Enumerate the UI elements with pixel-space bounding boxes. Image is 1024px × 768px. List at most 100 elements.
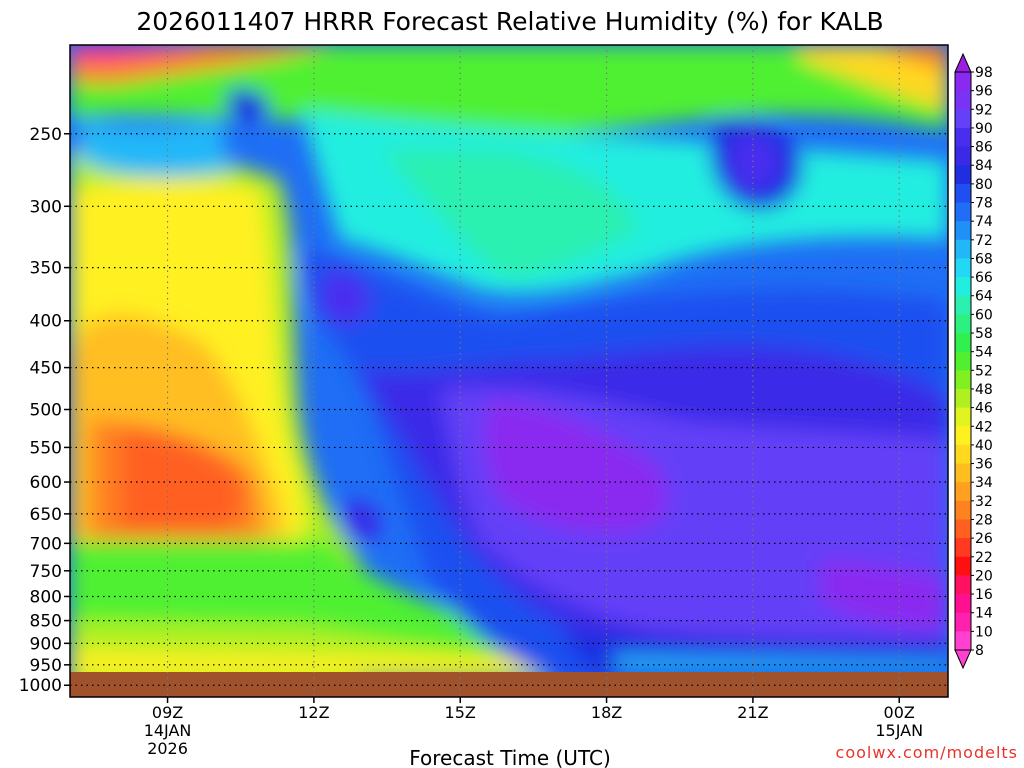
y-tick-label: 800 — [30, 587, 62, 607]
y-tick-label: 500 — [30, 401, 62, 421]
x-tick-label: 09Z — [152, 703, 183, 722]
colorbar-swatch — [955, 594, 971, 614]
colorbar-label: 10 — [975, 624, 993, 640]
colorbar-swatch — [955, 426, 971, 446]
colorbar-label: 48 — [975, 382, 993, 398]
colorbar-label: 84 — [975, 158, 993, 174]
colorbar-label: 20 — [975, 568, 993, 584]
y-tick-label: 550 — [30, 438, 62, 458]
colorbar-label: 22 — [975, 550, 993, 566]
y-tick-label: 300 — [30, 197, 62, 217]
x-tick-label: 15Z — [445, 703, 476, 722]
colorbar-label: 52 — [975, 363, 993, 379]
colorbar-top-arrow — [954, 52, 972, 73]
x-axis-label: Forecast Time (UTC) — [409, 746, 611, 768]
colorbar-swatch — [955, 631, 971, 651]
colorbar-swatch — [955, 258, 971, 278]
colorbar-swatch — [955, 575, 971, 595]
x-tick-year: 2026 — [147, 739, 188, 758]
colorbar-swatch — [955, 482, 971, 502]
y-tick-label: 600 — [30, 473, 62, 493]
y-tick-label: 1000 — [19, 676, 62, 696]
colorbar-label: 40 — [975, 438, 993, 454]
colorbar-label: 96 — [975, 84, 993, 100]
colorbar-swatch — [955, 277, 971, 297]
colorbar-swatch — [955, 463, 971, 483]
colorbar-label: 68 — [975, 251, 993, 267]
colorbar-label: 64 — [975, 289, 993, 305]
y-tick-label: 650 — [30, 505, 62, 525]
colorbar-label: 80 — [975, 177, 993, 193]
colorbar: 98 96 92 90 86 84 80 78 74 72 68 66 64 60 58 54 52 48 46 42… — [954, 52, 993, 670]
x-tick-label: 21Z — [737, 703, 768, 722]
plot-frame — [69, 44, 949, 698]
y-axis: 2503003504004505005506006507007508008509… — [19, 125, 70, 696]
watermark: coolwx.com/modelts — [836, 743, 1018, 762]
colorbar-label: 66 — [975, 270, 993, 286]
colorbar-swatch — [955, 612, 971, 632]
colorbar-swatch — [955, 314, 971, 334]
colorbar-swatch — [955, 202, 971, 222]
colorbar-swatch — [955, 165, 971, 185]
y-tick-label: 400 — [30, 312, 62, 332]
colorbar-label: 58 — [975, 326, 993, 342]
y-tick-label: 250 — [30, 125, 62, 145]
y-tick-label: 750 — [30, 562, 62, 582]
colorbar-swatch — [955, 538, 971, 558]
colorbar-label: 78 — [975, 196, 993, 212]
colorbar-label: 54 — [975, 345, 993, 361]
colorbar-label: 36 — [975, 457, 993, 473]
colorbar-swatch — [955, 72, 971, 92]
x-tick-label: 18Z — [591, 703, 622, 722]
colorbar-label: 8 — [975, 643, 984, 659]
colorbar-label: 72 — [975, 233, 993, 249]
colorbar-swatch — [955, 239, 971, 259]
colorbar-label: 26 — [975, 531, 993, 547]
colorbar-swatch — [955, 370, 971, 390]
colorbar-label: 16 — [975, 587, 993, 603]
x-tick-date: 14JAN — [144, 721, 192, 740]
colorbar-label: 98 — [975, 65, 993, 81]
y-tick-label: 850 — [30, 612, 62, 632]
chart-title: 2026011407 HRRR Forecast Relative Humidi… — [136, 7, 883, 36]
colorbar-label: 46 — [975, 401, 993, 417]
colorbar-swatch — [955, 519, 971, 539]
colorbar-label: 14 — [975, 606, 993, 622]
x-tick-label: 12Z — [298, 703, 329, 722]
colorbar-swatch — [955, 90, 971, 110]
colorbar-swatch — [955, 333, 971, 353]
colorbar-label: 34 — [975, 475, 993, 491]
y-tick-label: 350 — [30, 259, 62, 279]
colorbar-label: 32 — [975, 494, 993, 510]
colorbar-swatch — [955, 500, 971, 520]
colorbar-label: 74 — [975, 214, 993, 230]
colorbar-bottom-arrow — [954, 649, 972, 670]
y-tick-label: 950 — [30, 656, 62, 676]
colorbar-swatch — [955, 127, 971, 148]
colorbar-swatch — [955, 351, 971, 371]
x-tick-date: 15JAN — [875, 721, 923, 740]
colorbar-swatch — [955, 556, 971, 576]
colorbar-label: 90 — [975, 121, 993, 137]
colorbar-swatch — [955, 444, 971, 465]
x-tick-label: 00Z — [884, 703, 915, 722]
colorbar-label: 42 — [975, 419, 993, 435]
colorbar-label: 86 — [975, 140, 993, 156]
colorbar-swatch — [955, 388, 971, 409]
y-tick-label: 900 — [30, 634, 62, 654]
colorbar-swatch — [955, 146, 971, 166]
colorbar-swatch — [955, 221, 971, 241]
colorbar-swatch — [955, 183, 971, 204]
colorbar-swatch — [955, 295, 971, 315]
rh-field — [70, 45, 948, 697]
colorbar-label: 60 — [975, 307, 993, 323]
colorbar-label: 92 — [975, 102, 993, 118]
colorbar-label: 28 — [975, 512, 993, 528]
y-tick-label: 700 — [30, 534, 62, 554]
y-tick-label: 450 — [30, 359, 62, 379]
grid-lines — [70, 45, 948, 697]
colorbar-swatch — [955, 109, 971, 129]
colorbar-swatch — [955, 407, 971, 427]
